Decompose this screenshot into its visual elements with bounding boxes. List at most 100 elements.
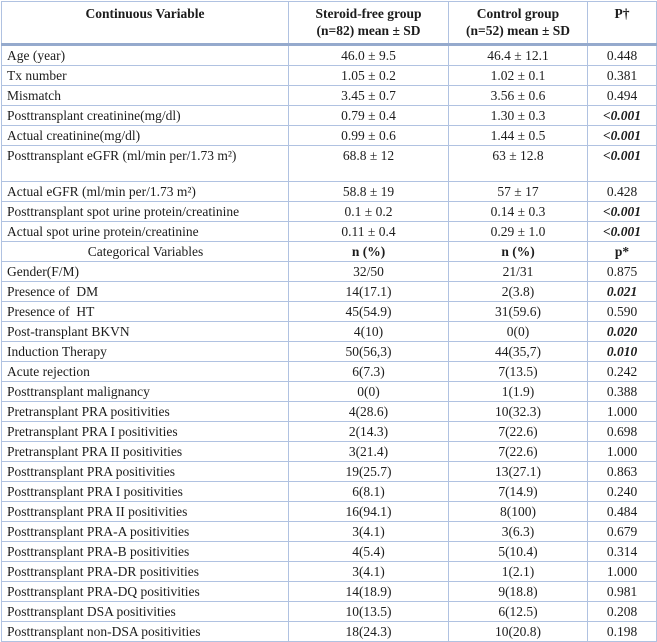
variable-label-cell: Pretransplant PRA I positivities: [1, 421, 289, 442]
group2-value-cell: 7(13.5): [448, 361, 588, 382]
group2-value-cell: 1.02 ± 0.1: [448, 65, 588, 86]
col-header-label: P†: [614, 6, 630, 21]
col-header-steroid-free-group: Steroid-free group (n=82) mean ± SD: [288, 1, 449, 46]
p-value-cell: 1.000: [587, 441, 657, 462]
p-value-cell: 0.240: [587, 481, 657, 502]
group2-value-cell: 8(100): [448, 501, 588, 522]
p-value-cell: <0.001: [587, 201, 657, 222]
variable-label-cell: Gender(F/M): [1, 261, 289, 282]
group1-value-cell: 50(56,3): [288, 341, 449, 362]
group1-value-cell: 4(10): [288, 321, 449, 342]
group1-value-cell: 3(4.1): [288, 521, 449, 542]
p-value-cell: 0.981: [587, 581, 657, 602]
p-value-cell: 0.208: [587, 601, 657, 622]
table-row: Posttransplant PRA II positivities 16(94.…: [1, 501, 657, 522]
table-row: Posttransplant PRA-DR positivities 3(4.1)…: [1, 561, 657, 582]
group1-value-cell: 18(24.3): [288, 621, 449, 642]
group1-value-cell: 1.05 ± 0.2: [288, 65, 449, 86]
group2-value-cell: 44(35,7): [448, 341, 588, 362]
group2-value-cell: 13(27.1): [448, 461, 588, 482]
p-value-cell: 0.448: [587, 44, 657, 66]
table-row: Posttransplant PRA I positivities 6(8.1) 7…: [1, 481, 657, 502]
variable-label-cell: Posttransplant PRA-DQ positivities: [1, 581, 289, 602]
group2-value-cell: 3.56 ± 0.6: [448, 85, 588, 106]
col-header-line2: (n=52) mean ± SD: [466, 23, 570, 38]
p-value-cell: 0.388: [587, 381, 657, 402]
variable-label-cell: Pretransplant PRA positivities: [1, 401, 289, 422]
group2-value-cell: 9(18.8): [448, 581, 588, 602]
variable-label-cell: Presence of HT: [1, 301, 289, 322]
group1-value-cell: 4(5.4): [288, 541, 449, 562]
group1-value-cell: 19(25.7): [288, 461, 449, 482]
group2-value-cell: 2(3.8): [448, 281, 588, 302]
table-header: Continuous Variable Steroid-free group (…: [1, 1, 657, 46]
variable-label-cell: Post-transplant BKVN: [1, 321, 289, 342]
p-value-cell: 1.000: [587, 561, 657, 582]
table-row: Actual creatinine(mg/dl) 0.99 ± 0.6 1.44 ±…: [1, 125, 657, 146]
group1-value-cell: 45(54.9): [288, 301, 449, 322]
variable-label-cell: Posttransplant spot urine protein/creati…: [1, 201, 289, 222]
section-header-row: Categorical Variables n (%) n (%) p*: [1, 241, 657, 262]
group1-value-cell: 58.8 ± 19: [288, 181, 449, 202]
table-row: Posttransplant spot urine protein/creati…: [1, 201, 657, 222]
p-value-cell: 0.381: [587, 65, 657, 86]
group1-value-cell: 2(14.3): [288, 421, 449, 442]
table-row: Pretransplant PRA I positivities 2(14.3) 7…: [1, 421, 657, 442]
group2-value-cell: 7(22.6): [448, 441, 588, 462]
group1-value-cell: 4(28.6): [288, 401, 449, 422]
p-value-cell: 0.875: [587, 261, 657, 282]
variable-label-cell: Posttransplant PRA-B positivities: [1, 541, 289, 562]
table-row: Posttransplant PRA-A positivities 3(4.1) 3…: [1, 521, 657, 542]
table-row: Tx number 1.05 ± 0.2 1.02 ± 0.1 0.381: [1, 65, 657, 86]
variable-label-cell: Actual eGFR (ml/min per/1.73 m²): [1, 181, 289, 202]
variable-label-cell: Posttransplant DSA positivities: [1, 601, 289, 622]
col-header-line1: Control group: [476, 6, 560, 21]
group2-value-cell: n (%): [448, 241, 588, 262]
variable-label-cell: Actual creatinine(mg/dl): [1, 125, 289, 146]
group2-value-cell: 57 ± 17: [448, 181, 588, 202]
p-value-cell: 0.314: [587, 541, 657, 562]
table-row: Posttransplant eGFR (ml/min per/1.73 m²)…: [1, 145, 657, 182]
group1-value-cell: 68.8 ± 12: [288, 145, 449, 182]
variable-label-cell: Posttransplant eGFR (ml/min per/1.73 m²): [1, 145, 289, 182]
group1-value-cell: 0(0): [288, 381, 449, 402]
variable-label-cell: Posttransplant PRA positivities: [1, 461, 289, 482]
table-row: Posttransplant creatinine(mg/dl) 0.79 ± 0…: [1, 105, 657, 126]
group2-value-cell: 1.30 ± 0.3: [448, 105, 588, 126]
table-body: Age (year) 46.0 ± 9.5 46.4 ± 12.1 0.448 Tx n…: [1, 44, 657, 642]
group2-value-cell: 0(0): [448, 321, 588, 342]
variable-label-cell: Posttransplant creatinine(mg/dl): [1, 105, 289, 126]
group2-value-cell: 10(32.3): [448, 401, 588, 422]
table-row: Actual eGFR (ml/min per/1.73 m²) 58.8 ± 1…: [1, 181, 657, 202]
table-row: Posttransplant DSA positivities 10(13.5) 6…: [1, 601, 657, 622]
col-header-control-group: Control group (n=52) mean ± SD: [448, 1, 588, 46]
p-value-cell: 1.000: [587, 401, 657, 422]
group2-value-cell: 46.4 ± 12.1: [448, 44, 588, 66]
group1-value-cell: 0.1 ± 0.2: [288, 201, 449, 222]
group1-value-cell: 16(94.1): [288, 501, 449, 522]
table-row: Posttransplant PRA positivities 19(25.7) 1…: [1, 461, 657, 482]
table-row: Actual spot urine protein/creatinine 0.11…: [1, 221, 657, 242]
group1-value-cell: 46.0 ± 9.5: [288, 44, 449, 66]
group1-value-cell: n (%): [288, 241, 449, 262]
variable-label-cell: Posttransplant PRA I positivities: [1, 481, 289, 502]
group1-value-cell: 0.11 ± 0.4: [288, 221, 449, 242]
table-row: Pretransplant PRA positivities 4(28.6) 10(…: [1, 401, 657, 422]
col-header-line1: Steroid-free group: [315, 6, 422, 21]
p-value-cell: 0.494: [587, 85, 657, 106]
group1-value-cell: 6(8.1): [288, 481, 449, 502]
group2-value-cell: 7(22.6): [448, 421, 588, 442]
header-row: Continuous Variable Steroid-free group (…: [1, 1, 657, 46]
variable-label-cell: Induction Therapy: [1, 341, 289, 362]
table-row: Mismatch 3.45 ± 0.7 3.56 ± 0.6 0.494: [1, 85, 657, 106]
group1-value-cell: 14(18.9): [288, 581, 449, 602]
group2-value-cell: 1(2.1): [448, 561, 588, 582]
variable-label-cell: Actual spot urine protein/creatinine: [1, 221, 289, 242]
group1-value-cell: 10(13.5): [288, 601, 449, 622]
p-value-cell: 0.242: [587, 361, 657, 382]
variable-label-cell: Mismatch: [1, 85, 289, 106]
p-value-cell: <0.001: [587, 105, 657, 126]
p-value-cell: 0.428: [587, 181, 657, 202]
